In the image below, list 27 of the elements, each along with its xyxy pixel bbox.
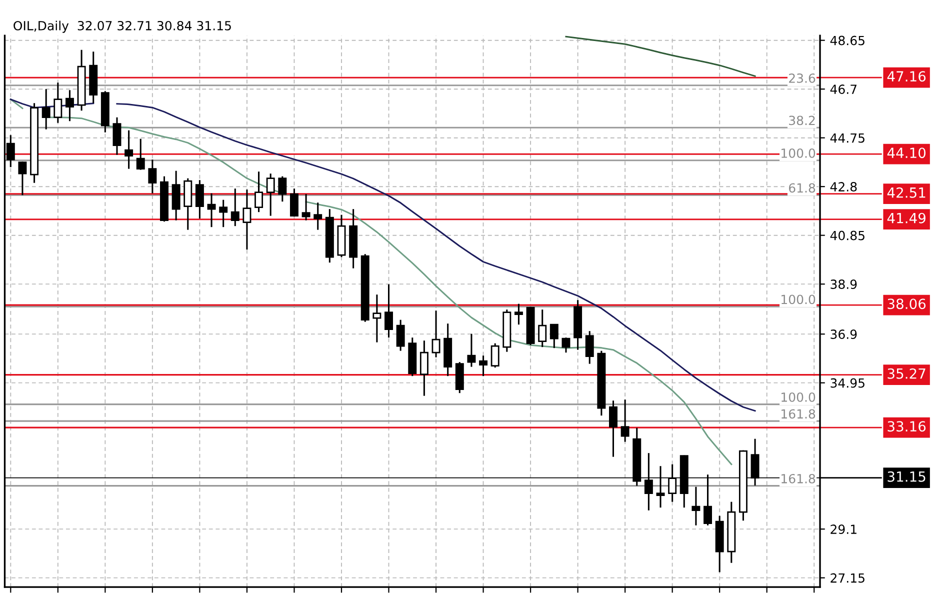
- y-tick-label: 36.9: [830, 330, 857, 339]
- y-tick-label: 27.15: [830, 573, 864, 583]
- ref-line-label: 31.15: [888, 471, 926, 482]
- y-tick-label: 48.65: [830, 36, 864, 46]
- ref-line-label: 38.06: [888, 298, 926, 310]
- ref-line-label: 35.27: [888, 368, 926, 379]
- ref-line-label: 41.49: [887, 212, 926, 224]
- y-tick-label: 38.9: [830, 280, 857, 289]
- annotation: 100.0: [782, 148, 816, 158]
- annotation: 38.2: [789, 116, 815, 126]
- annotation: 61.8: [788, 183, 816, 193]
- y-tick-label: 34.95: [830, 378, 864, 388]
- ref-line-label: 47.16: [887, 71, 926, 82]
- ref-line-label: 44.10: [887, 148, 926, 158]
- annotation: 100.0: [782, 294, 816, 304]
- y-tick-label: 29.1: [830, 524, 856, 534]
- y-tick-label: 44.75: [830, 133, 864, 143]
- annotation: 161.8: [782, 409, 816, 419]
- chart-title: OIL,Daily 32.07 32.71 30.84 31.15: [14, 20, 231, 33]
- ref-line-label: 42.51: [887, 187, 926, 198]
- annotation: 100.0: [782, 392, 816, 402]
- y-tick-label: 46.7: [830, 84, 857, 94]
- y-tick-label: 40.85: [830, 230, 864, 240]
- annotation: 161.8: [782, 474, 816, 484]
- ref-line-label: 33.16: [888, 421, 926, 432]
- y-tick-label: 42.8: [830, 182, 857, 192]
- annotation: 23.6: [789, 73, 816, 83]
